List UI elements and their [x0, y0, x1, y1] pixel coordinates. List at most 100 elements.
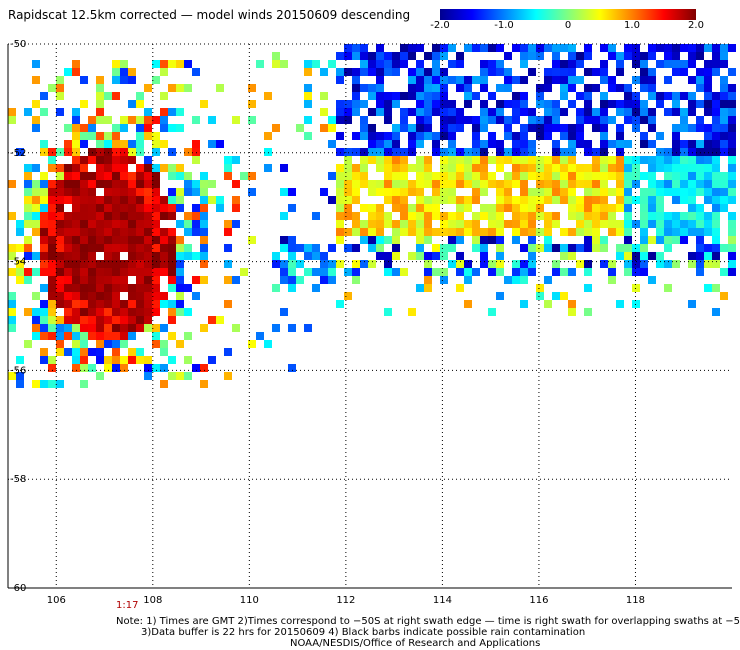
wind-cell [672, 148, 680, 156]
wind-cell [136, 188, 144, 196]
wind-cell [536, 100, 544, 108]
wind-cell [56, 76, 64, 84]
wind-cell [536, 156, 544, 164]
wind-cell [104, 284, 112, 292]
wind-cell [72, 340, 80, 348]
wind-cell [440, 124, 448, 132]
wind-cell [528, 236, 536, 244]
wind-cell [472, 92, 480, 100]
wind-cell [224, 164, 232, 172]
wind-cell [360, 164, 368, 172]
wind-cell [568, 252, 576, 260]
wind-cell [464, 268, 472, 276]
wind-cell [448, 260, 456, 268]
wind-cell [352, 100, 360, 108]
wind-cell [72, 108, 80, 116]
wind-cell [280, 236, 288, 244]
wind-cell [576, 52, 584, 60]
wind-cell [96, 276, 104, 284]
wind-cell [192, 292, 200, 300]
wind-cell [592, 212, 600, 220]
wind-cell [88, 220, 96, 228]
wind-cell [608, 188, 616, 196]
wind-cell [96, 340, 104, 348]
wind-cell [96, 244, 104, 252]
wind-cell [448, 180, 456, 188]
wind-cell [176, 196, 184, 204]
wind-cell [232, 204, 240, 212]
wind-cell [64, 284, 72, 292]
wind-cell [480, 100, 488, 108]
wind-cell [424, 284, 432, 292]
wind-cell [520, 300, 528, 308]
color-scale-label: -2.0 [430, 20, 450, 31]
wind-cell [592, 84, 600, 92]
wind-cell [544, 172, 552, 180]
wind-cell [424, 180, 432, 188]
wind-cell [536, 284, 544, 292]
wind-cell [416, 108, 424, 116]
wind-cell [144, 188, 152, 196]
wind-cell [680, 116, 688, 124]
wind-cell [440, 108, 448, 116]
wind-cell [408, 148, 416, 156]
wind-cell [664, 60, 672, 68]
wind-cell [152, 164, 160, 172]
wind-cell [120, 356, 128, 364]
wind-cell [720, 76, 728, 84]
wind-cell [136, 172, 144, 180]
wind-cell [376, 148, 384, 156]
wind-difference-cells [8, 44, 736, 388]
wind-cell [112, 204, 120, 212]
wind-cell [632, 124, 640, 132]
wind-cell [16, 372, 24, 380]
wind-cell [344, 100, 352, 108]
wind-cell [80, 340, 88, 348]
wind-cell [448, 188, 456, 196]
wind-cell [624, 260, 632, 268]
wind-cell [152, 300, 160, 308]
wind-cell [464, 180, 472, 188]
wind-cell [48, 364, 56, 372]
wind-cell [728, 252, 736, 260]
wind-cell [568, 76, 576, 84]
wind-cell [608, 172, 616, 180]
wind-cell [48, 180, 56, 188]
wind-cell [424, 260, 432, 268]
wind-cell [72, 204, 80, 212]
wind-cell [88, 332, 96, 340]
wind-cell [248, 172, 256, 180]
wind-cell [168, 172, 176, 180]
wind-cell [224, 244, 232, 252]
wind-cell [440, 268, 448, 276]
wind-cell [144, 156, 152, 164]
wind-cell [520, 132, 528, 140]
wind-cell [344, 212, 352, 220]
wind-cell [656, 60, 664, 68]
wind-cell [584, 260, 592, 268]
wind-cell [152, 292, 160, 300]
wind-cell [104, 212, 112, 220]
wind-cell [384, 188, 392, 196]
wind-cell [160, 196, 168, 204]
wind-cell [440, 132, 448, 140]
wind-cell [88, 228, 96, 236]
wind-cell [32, 220, 40, 228]
wind-cell [712, 124, 720, 132]
wind-cell [664, 108, 672, 116]
wind-cell [432, 84, 440, 92]
wind-cell [88, 252, 96, 260]
wind-cell [24, 308, 32, 316]
wind-cell [184, 180, 192, 188]
wind-cell [208, 140, 216, 148]
wind-cell [616, 132, 624, 140]
wind-cell [136, 236, 144, 244]
wind-cell [728, 236, 736, 244]
wind-cell [440, 92, 448, 100]
wind-cell [256, 60, 264, 68]
wind-cell [328, 172, 336, 180]
wind-cell [560, 188, 568, 196]
wind-cell [552, 124, 560, 132]
wind-cell [176, 308, 184, 316]
wind-cell [8, 308, 16, 316]
